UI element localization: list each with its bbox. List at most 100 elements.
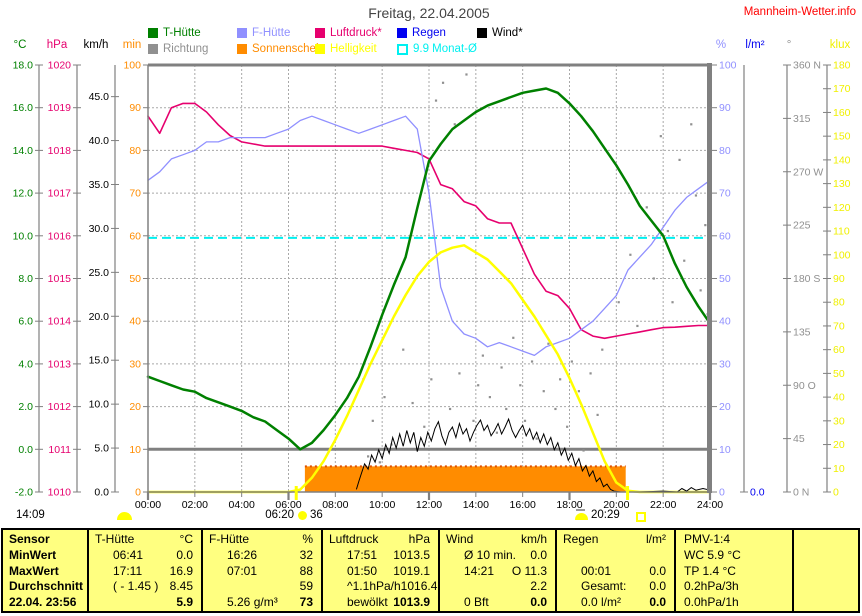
sun-icon bbox=[298, 511, 307, 520]
legend-label: Helligkeit bbox=[330, 43, 377, 55]
svg-text:20: 20 bbox=[833, 439, 845, 451]
svg-text:10.0: 10.0 bbox=[13, 230, 34, 242]
svg-text:80: 80 bbox=[719, 145, 731, 157]
legend-label: Richtung bbox=[163, 43, 209, 55]
axis-header-percent: % bbox=[715, 39, 727, 51]
svg-text:10: 10 bbox=[719, 444, 731, 456]
col-unit: % bbox=[302, 532, 313, 546]
col-name: Luftdruck bbox=[329, 532, 379, 546]
axis-left-°C: 18.0 16.0 14.0 12.0 10.0 8.0 6.0 4.0 2.0 0.0 -2.0 bbox=[13, 60, 43, 499]
svg-text:30.0: 30.0 bbox=[89, 223, 110, 235]
svg-text:50: 50 bbox=[719, 273, 731, 285]
table-row-label: MinWert bbox=[9, 547, 57, 562]
legend-item-monatsmittel: 9.9 Monat-Ø bbox=[397, 43, 477, 55]
table-col-wind: Wind km/h Ø 10 min. 0.0 14:21 O 11.3 2.2 0 … bbox=[440, 530, 557, 611]
svg-text:02:00: 02:00 bbox=[182, 499, 208, 511]
svg-text:140: 140 bbox=[833, 154, 851, 166]
col-unit: km/h bbox=[520, 532, 547, 546]
col-name: T-Hütte bbox=[95, 532, 135, 546]
axis-right-klux: 1801701601501401301201101009080706050403… bbox=[823, 60, 851, 499]
legend-item-sonnenschein: Sonnenschein bbox=[237, 43, 325, 55]
axis-header-min: min bbox=[122, 39, 142, 51]
svg-text:180 S: 180 S bbox=[793, 273, 820, 285]
legend-label: F-Hütte bbox=[252, 27, 291, 39]
svg-text:06:00: 06:00 bbox=[275, 499, 301, 511]
table-cell: 17:11 bbox=[113, 563, 143, 578]
svg-text:20.0: 20.0 bbox=[89, 311, 110, 323]
svg-text:0: 0 bbox=[833, 487, 839, 499]
table-cell: 1013.9 bbox=[393, 595, 430, 610]
table-cell: 07:01 bbox=[227, 563, 258, 578]
table-cell: 0 Bft bbox=[464, 595, 489, 610]
svg-text:1015: 1015 bbox=[48, 273, 72, 285]
svg-text:1011: 1011 bbox=[48, 444, 71, 456]
legend-label: 9.9 Monat-Ø bbox=[413, 43, 477, 55]
weather-chart: 18.016.014.012.010.08.06.04.02.00.0-2.01… bbox=[13, 60, 851, 512]
axis-left-hPa: 1020 1019 1018 1017 1016 1015 1014 1013 1012 1011… bbox=[48, 60, 81, 499]
moon-icon bbox=[117, 512, 132, 520]
svg-text:18:00: 18:00 bbox=[556, 499, 582, 511]
svg-text:1019: 1019 bbox=[48, 102, 72, 114]
col-name: Regen bbox=[563, 532, 599, 546]
svg-text:35.0: 35.0 bbox=[89, 179, 110, 191]
legend-item-regen: Regen bbox=[397, 27, 446, 39]
table-row-label: MaxWert bbox=[9, 563, 59, 578]
table-cell: 0.0 l/m² bbox=[581, 595, 622, 610]
svg-text:22:00: 22:00 bbox=[650, 499, 676, 511]
svg-text:0: 0 bbox=[135, 487, 141, 499]
col-unit: °C bbox=[179, 532, 193, 546]
legend-item-helligkeit: Helligkeit bbox=[315, 43, 377, 55]
sunrise-time: 06:20 bbox=[265, 509, 294, 521]
svg-text:60: 60 bbox=[129, 230, 141, 242]
svg-text:1017: 1017 bbox=[48, 188, 72, 200]
legend-item-t-huette: T-Hütte bbox=[148, 27, 201, 39]
svg-text:90 O: 90 O bbox=[793, 380, 816, 392]
svg-text:180: 180 bbox=[833, 60, 851, 72]
site-link[interactable]: Mannheim-Wetter.info bbox=[743, 6, 856, 18]
svg-text:30: 30 bbox=[719, 358, 731, 370]
svg-text:100: 100 bbox=[719, 60, 737, 72]
table-cell: ^1.1hPa/h bbox=[347, 579, 401, 594]
table-col-empty bbox=[794, 530, 858, 611]
table-cell: 2.2 bbox=[530, 579, 547, 594]
series-Wind bbox=[355, 417, 711, 493]
svg-text:0.0: 0.0 bbox=[18, 444, 33, 456]
axis-header-kmh: km/h bbox=[83, 39, 109, 51]
table-col-regen: Regen l/m² 00:01 0.0 Gesamt: 0.0 0.0 l/m² 0.… bbox=[557, 530, 676, 611]
table-cell bbox=[203, 579, 227, 595]
svg-text:16.0: 16.0 bbox=[13, 102, 34, 114]
svg-text:0: 0 bbox=[719, 487, 725, 499]
axis-header-hpa: hPa bbox=[46, 39, 68, 51]
svg-text:20: 20 bbox=[129, 401, 141, 413]
svg-text:0.0: 0.0 bbox=[750, 487, 765, 499]
legend-label: Sonnenschein bbox=[252, 43, 325, 55]
svg-text:08:00: 08:00 bbox=[322, 499, 348, 511]
table-cell: 0.0 bbox=[649, 579, 666, 594]
col-unit: hPa bbox=[408, 532, 430, 546]
summary-table: Sensor MinWert MaxWert Durchschnitt 22.0… bbox=[1, 528, 860, 613]
helligkeit-swatch-icon bbox=[315, 44, 325, 54]
axis-right-°: 360 N 315 270 W 225 180 S 135 90 O 45 0 N bbox=[783, 60, 823, 499]
series-T-Hütte bbox=[146, 87, 712, 451]
svg-text:4.0: 4.0 bbox=[18, 358, 33, 370]
richtung-swatch-icon bbox=[148, 44, 158, 54]
svg-text:1018: 1018 bbox=[48, 145, 72, 157]
svg-text:25.0: 25.0 bbox=[89, 267, 110, 279]
sunset-icon bbox=[575, 509, 589, 521]
table-col-t-huette: T-Hütte °C 06:41 0.0 17:11 16.9 ( - 1.45 ) 8… bbox=[89, 530, 203, 611]
svg-text:12.0: 12.0 bbox=[13, 188, 34, 200]
table-cell: O 11.3 bbox=[511, 563, 547, 578]
svg-text:10: 10 bbox=[833, 463, 845, 475]
legend-item-f-huette: F-Hütte bbox=[237, 27, 290, 39]
table-col-pmv: PMV-1:4 WC 5.9 °C TP 1.4 °C 0.2hPa/3h 0.… bbox=[676, 530, 794, 611]
svg-text:360 N: 360 N bbox=[793, 60, 821, 72]
svg-text:30: 30 bbox=[129, 358, 141, 370]
svg-text:90: 90 bbox=[719, 102, 731, 114]
table-cell: bewölkt bbox=[347, 595, 388, 610]
t-huette-swatch-icon bbox=[148, 28, 158, 38]
svg-text:70: 70 bbox=[129, 188, 141, 200]
axis-header-celsius: °C bbox=[13, 39, 27, 51]
table-cell: 0.0 bbox=[649, 563, 666, 578]
svg-text:10.0: 10.0 bbox=[89, 399, 110, 411]
legend-label: Wind* bbox=[492, 27, 523, 39]
